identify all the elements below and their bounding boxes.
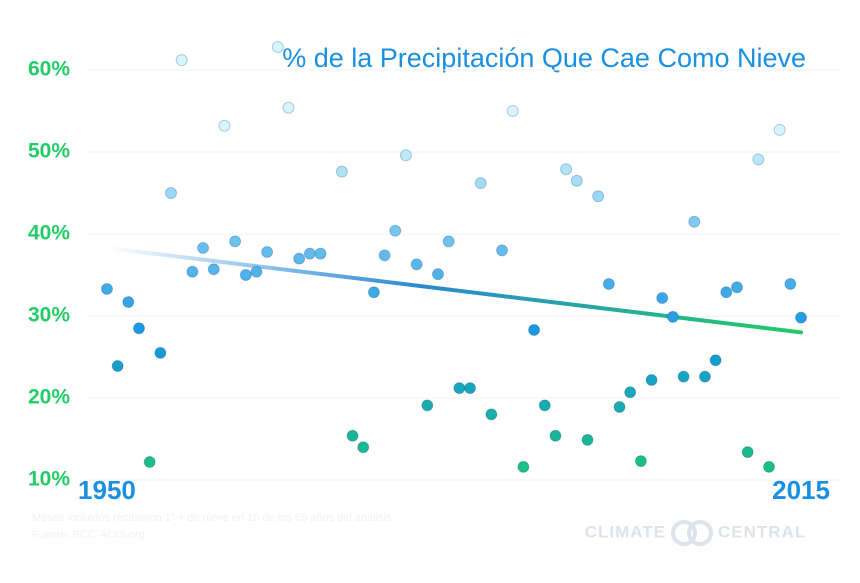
point xyxy=(720,286,733,299)
point xyxy=(677,370,690,383)
point xyxy=(165,187,178,199)
point xyxy=(389,224,402,237)
logo-ring xyxy=(671,520,697,546)
point xyxy=(378,249,391,262)
point xyxy=(303,247,316,260)
point xyxy=(773,123,786,136)
point xyxy=(229,235,242,248)
logo-text: CENTRAL xyxy=(718,522,806,541)
point xyxy=(602,278,615,291)
point xyxy=(207,263,220,276)
point xyxy=(154,346,167,359)
point xyxy=(752,153,765,166)
point xyxy=(250,265,263,278)
point xyxy=(613,401,626,414)
point xyxy=(730,281,743,294)
point xyxy=(293,252,306,265)
point xyxy=(581,433,594,446)
point xyxy=(111,360,124,373)
point xyxy=(132,322,145,335)
point xyxy=(239,269,252,281)
logo-text: CLIMATE xyxy=(585,522,666,541)
point xyxy=(517,460,530,473)
point xyxy=(367,286,380,299)
point xyxy=(795,311,808,324)
point xyxy=(399,149,412,162)
point xyxy=(464,382,477,395)
point xyxy=(143,455,156,468)
point xyxy=(335,165,348,178)
x-tick-label: 1950 xyxy=(78,475,136,505)
point xyxy=(100,282,113,295)
point xyxy=(314,247,327,260)
x-tick-label: 2015 xyxy=(772,475,830,505)
point xyxy=(592,190,605,203)
point xyxy=(506,105,519,117)
chart-title: % de la Precipitación Que Cae Como Nieve xyxy=(282,43,806,73)
point xyxy=(485,408,498,421)
point xyxy=(634,455,647,468)
point xyxy=(538,399,551,412)
point xyxy=(496,244,509,257)
point xyxy=(645,373,658,386)
y-tick-label: 50% xyxy=(28,140,70,163)
point xyxy=(709,354,722,367)
point xyxy=(442,235,455,248)
point xyxy=(357,441,370,454)
y-tick-label: 30% xyxy=(28,304,70,327)
point xyxy=(410,258,423,271)
point xyxy=(474,177,487,190)
point xyxy=(688,215,701,228)
y-tick-label: 20% xyxy=(28,386,70,409)
footnote: Fuente: RCC-ACIS.org xyxy=(32,529,144,541)
point xyxy=(261,246,274,259)
trend-line xyxy=(104,245,804,335)
point xyxy=(218,119,231,132)
point xyxy=(346,429,359,442)
point xyxy=(528,323,541,336)
point xyxy=(763,460,776,473)
point xyxy=(431,268,444,281)
point xyxy=(122,296,135,309)
footnote: Meses incluidos recibieron 1" + de nieve… xyxy=(32,512,392,524)
point xyxy=(421,399,434,412)
point xyxy=(666,310,679,323)
y-tick-label: 10% xyxy=(28,468,70,491)
point xyxy=(741,446,754,459)
point xyxy=(186,265,199,278)
point xyxy=(570,174,583,187)
logo-ring xyxy=(687,520,713,546)
logo: CLIMATE CENTRAL xyxy=(585,520,806,546)
point xyxy=(698,370,711,383)
point xyxy=(624,386,637,399)
point xyxy=(656,291,669,304)
point xyxy=(560,163,573,176)
point xyxy=(271,41,284,54)
y-tick-label: 40% xyxy=(28,222,70,245)
point xyxy=(282,101,295,114)
point xyxy=(453,382,466,395)
point xyxy=(549,429,562,442)
y-tick-label: 60% xyxy=(28,58,70,81)
point xyxy=(175,54,188,67)
point xyxy=(197,241,210,254)
point xyxy=(784,278,797,291)
